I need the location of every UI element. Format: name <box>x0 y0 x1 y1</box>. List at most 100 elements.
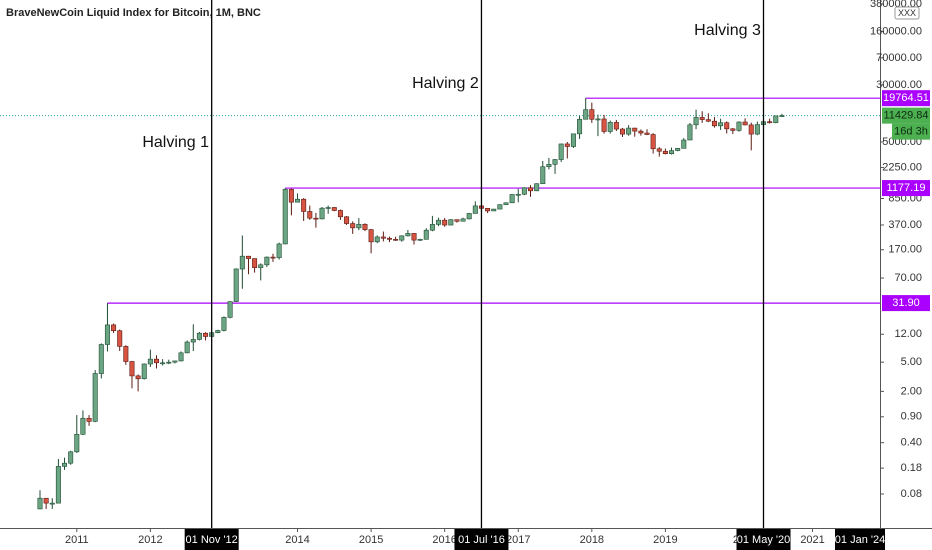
candle-body <box>748 124 754 135</box>
candle-body <box>693 117 699 126</box>
candle-body <box>307 211 313 219</box>
candle-body <box>460 218 466 222</box>
candle-body <box>270 256 276 259</box>
candle-body <box>742 121 748 126</box>
candle-body <box>245 255 251 259</box>
candle-body <box>264 256 270 266</box>
candle-body <box>607 122 613 132</box>
candle-body <box>669 150 675 155</box>
candle-body <box>503 202 509 205</box>
chart-title: BraveNewCoin Liquid Index for Bitcoin, 1… <box>6 7 261 19</box>
date-badge <box>184 529 239 550</box>
candle-body <box>552 159 558 165</box>
candle-body <box>662 150 668 155</box>
candle-body <box>626 127 632 135</box>
x-tick-label: 2016 <box>432 534 456 546</box>
candle-body <box>564 143 570 147</box>
candle-body <box>436 219 442 225</box>
candle-body <box>172 360 178 363</box>
y-tick-label: 160000.00 <box>870 25 922 37</box>
candle-body <box>117 330 123 347</box>
cursor-date-label: 01 Jan '24 <box>835 534 885 546</box>
candle-body <box>147 358 153 365</box>
candle-body <box>528 187 534 192</box>
candle-body <box>411 233 417 241</box>
candle-body <box>190 339 196 343</box>
candle-body <box>521 187 527 195</box>
candle-body <box>386 237 392 240</box>
candle-body <box>111 324 117 332</box>
candle-body <box>92 373 98 422</box>
level-badge <box>882 295 930 312</box>
candle-body <box>399 235 405 241</box>
scale-badge-label: XXX <box>898 8 916 18</box>
price-badge-label: 11429.84 <box>883 110 928 122</box>
level-badge <box>882 180 930 197</box>
candle-body <box>423 229 429 240</box>
candle-body <box>595 118 601 121</box>
candle-body <box>730 128 736 131</box>
y-tick-label: 70.00 <box>894 272 922 284</box>
date-badge-label: 01 May '20 <box>737 534 790 546</box>
y-tick-label: 2.00 <box>901 385 922 397</box>
candle-body <box>613 122 619 130</box>
candle-body <box>233 268 239 302</box>
candle-body <box>368 229 374 243</box>
candle-body <box>55 466 61 504</box>
countdown-label: 16d 3h <box>894 126 928 138</box>
candle-body <box>43 497 49 504</box>
y-tick-label: 30000.00 <box>876 79 922 91</box>
candle-body <box>153 358 159 364</box>
halving-label: Halving 3 <box>694 22 761 39</box>
candle-body <box>325 207 331 209</box>
candle-body <box>454 219 460 222</box>
candle-body <box>546 164 552 168</box>
candle-body <box>276 243 282 258</box>
candle-body <box>98 344 104 374</box>
level-badge-label: 1177.19 <box>887 182 926 194</box>
candle-body <box>313 217 319 220</box>
candle-body <box>767 121 773 124</box>
x-tick-label: 2011 <box>65 534 89 546</box>
candle-body <box>754 124 760 135</box>
level-badge <box>882 90 930 107</box>
candle-body <box>282 189 288 245</box>
candle-body <box>141 363 147 380</box>
y-tick-label: 0.08 <box>901 488 922 500</box>
date-badge-label: 01 Jul '16 <box>458 534 505 546</box>
candle-body <box>583 109 589 120</box>
candle-body <box>331 207 337 211</box>
candle-body <box>319 207 325 220</box>
candle-body <box>711 120 717 127</box>
y-tick-label: 0.40 <box>901 437 922 449</box>
candle-body <box>104 324 110 345</box>
x-tick-label: 2012 <box>138 534 162 546</box>
candle-body <box>301 198 307 212</box>
candle-body <box>129 361 135 377</box>
date-badge <box>454 529 509 550</box>
candle-body <box>405 233 411 237</box>
candle-body <box>362 223 368 230</box>
candle-body <box>442 219 448 226</box>
date-badge-label: 01 Nov '12 <box>186 534 238 546</box>
candle-body <box>178 352 184 362</box>
candle-body <box>650 134 656 150</box>
candle-body <box>227 301 233 318</box>
y-tick-label: 380000.00 <box>870 0 922 10</box>
candle-body <box>491 208 497 212</box>
candle-body <box>699 117 705 120</box>
candle-body <box>337 210 343 218</box>
candle-body <box>632 127 638 132</box>
candle-body <box>675 148 681 151</box>
date-badge <box>736 529 791 550</box>
candle-body <box>68 451 74 464</box>
halving-label: Halving 2 <box>412 75 479 92</box>
candle-body <box>497 204 503 210</box>
x-tick-label: 2015 <box>359 534 383 546</box>
candle-body <box>619 128 625 135</box>
candle-body <box>184 341 190 354</box>
candle-body <box>644 132 650 135</box>
candle-body <box>577 118 583 135</box>
candle-body <box>736 121 742 131</box>
